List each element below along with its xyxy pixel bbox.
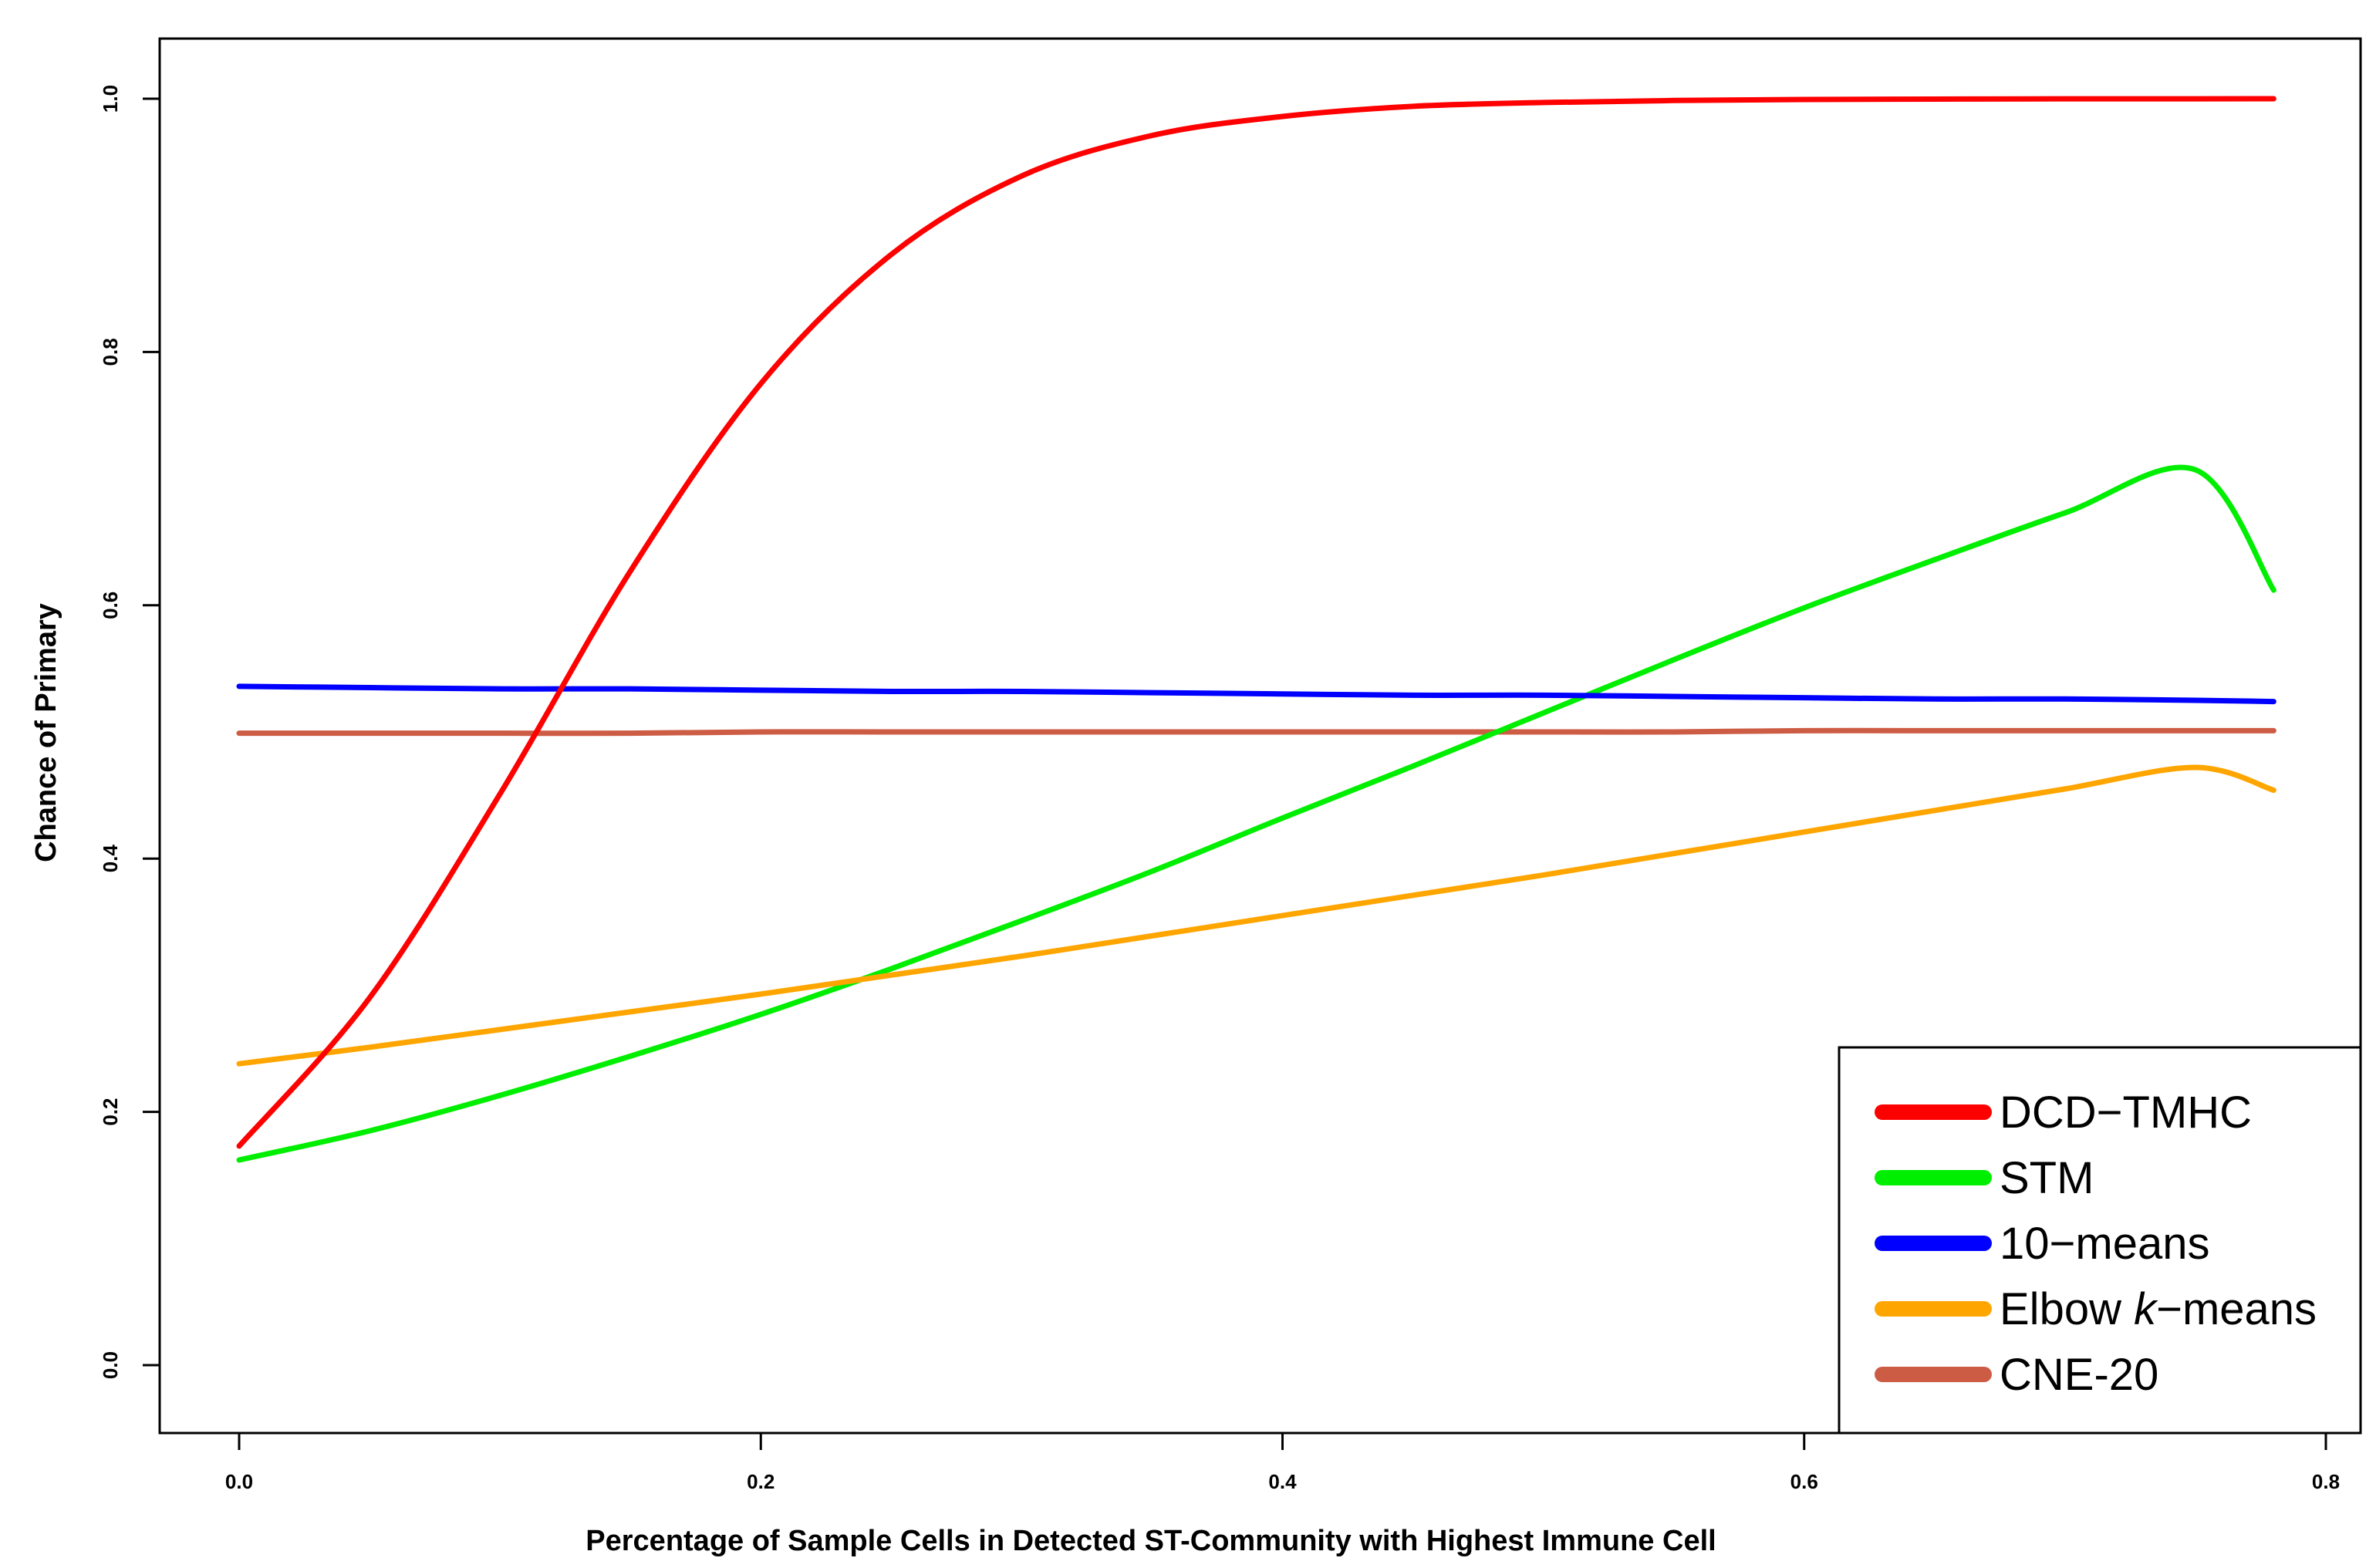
series-line (236, 683, 2276, 705)
legend-label: STM (2000, 1153, 2094, 1203)
series-layer (236, 96, 2276, 1163)
series-line (236, 764, 2276, 1067)
y-tick-label: 0.4 (99, 845, 122, 873)
x-tick-label: 0.4 (1268, 1470, 1297, 1493)
x-axis-title: Percentage of Sample Cells in Detected S… (586, 1525, 1716, 1557)
y-tick-label: 0.2 (99, 1098, 122, 1126)
y-tick-label: 1.0 (99, 85, 122, 113)
y-tick-label: 0.0 (99, 1351, 122, 1379)
legend-label: Elbow k−means (2000, 1284, 2317, 1334)
y-axis-title: Chance of Primary (30, 603, 62, 862)
x-axis: 0.0 0.2 0.4 0.6 0.8 (225, 1431, 2340, 1493)
legend: DCD−TMHC STM 10−means Elbow k−means CNE-20 (1838, 1046, 2362, 1435)
series-line (236, 727, 2276, 737)
x-tick-label: 0.0 (225, 1470, 253, 1493)
x-tick-label: 0.6 (1790, 1470, 1818, 1493)
x-tick-label: 0.8 (2312, 1470, 2340, 1493)
y-tick-label: 0.6 (99, 592, 122, 619)
legend-label: CNE-20 (2000, 1350, 2158, 1400)
legend-label: DCD−TMHC (2000, 1087, 2252, 1138)
x-tick-label: 0.2 (747, 1470, 775, 1493)
legend-label: 10−means (2000, 1219, 2209, 1269)
series-line (236, 96, 2276, 1149)
y-tick-label: 0.8 (99, 338, 122, 366)
y-axis: 0.0 0.2 0.4 0.6 0.8 1.0 (99, 85, 161, 1379)
series-line (236, 464, 2276, 1163)
